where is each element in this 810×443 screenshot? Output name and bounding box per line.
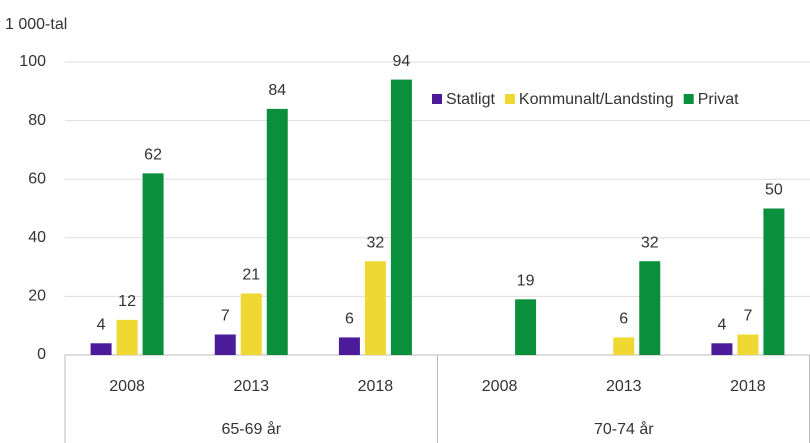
legend-swatch bbox=[683, 94, 694, 104]
bar bbox=[515, 299, 537, 355]
data-label: 7 bbox=[221, 308, 230, 325]
x-tick-label: 2008 bbox=[482, 378, 518, 395]
data-label: 32 bbox=[367, 234, 385, 251]
y-axis-label: 1 000-tal bbox=[5, 16, 67, 33]
data-label: 19 bbox=[517, 273, 535, 290]
bar bbox=[639, 261, 661, 355]
data-label: 94 bbox=[393, 53, 411, 70]
x-tick-label: 2013 bbox=[233, 378, 269, 395]
y-tick-label: 20 bbox=[28, 288, 46, 305]
x-tick-label: 2013 bbox=[606, 378, 642, 395]
group-label: 70-74 år bbox=[594, 420, 654, 438]
data-label: 12 bbox=[118, 293, 136, 310]
bar bbox=[338, 337, 360, 355]
bar bbox=[711, 343, 733, 355]
group-label: 65-69 år bbox=[221, 420, 281, 438]
y-tick-label: 100 bbox=[19, 53, 46, 70]
legend-label: Statligt bbox=[446, 91, 495, 108]
x-tick-label: 2018 bbox=[730, 378, 766, 395]
data-label: 32 bbox=[641, 234, 659, 251]
y-tick-label: 60 bbox=[28, 170, 46, 187]
bar bbox=[240, 293, 262, 355]
y-tick-label: 80 bbox=[28, 112, 46, 129]
bar bbox=[390, 79, 412, 355]
legend-label: Kommunalt/Landsting bbox=[519, 91, 674, 108]
data-label: 21 bbox=[242, 267, 260, 284]
data-label: 7 bbox=[743, 308, 752, 325]
bar bbox=[116, 319, 138, 355]
y-tick-label: 0 bbox=[37, 346, 46, 363]
bar bbox=[214, 334, 236, 355]
data-label: 6 bbox=[345, 311, 354, 328]
y-tick-label: 40 bbox=[28, 229, 46, 246]
data-label: 50 bbox=[765, 182, 783, 199]
bar bbox=[266, 108, 288, 355]
bar bbox=[364, 261, 386, 355]
data-label: 62 bbox=[144, 147, 162, 164]
bar bbox=[763, 208, 785, 355]
bar bbox=[142, 173, 164, 355]
bar bbox=[90, 343, 112, 355]
x-tick-label: 2008 bbox=[109, 378, 145, 395]
x-tick-label: 2018 bbox=[358, 378, 394, 395]
legend-swatch bbox=[504, 94, 515, 104]
bar bbox=[613, 337, 635, 355]
legend-label: Privat bbox=[698, 91, 739, 108]
legend-swatch bbox=[432, 94, 442, 104]
data-label: 84 bbox=[268, 82, 286, 99]
data-label: 6 bbox=[619, 311, 628, 328]
data-label: 4 bbox=[97, 316, 106, 333]
bar bbox=[737, 334, 759, 355]
data-label: 4 bbox=[717, 316, 726, 333]
